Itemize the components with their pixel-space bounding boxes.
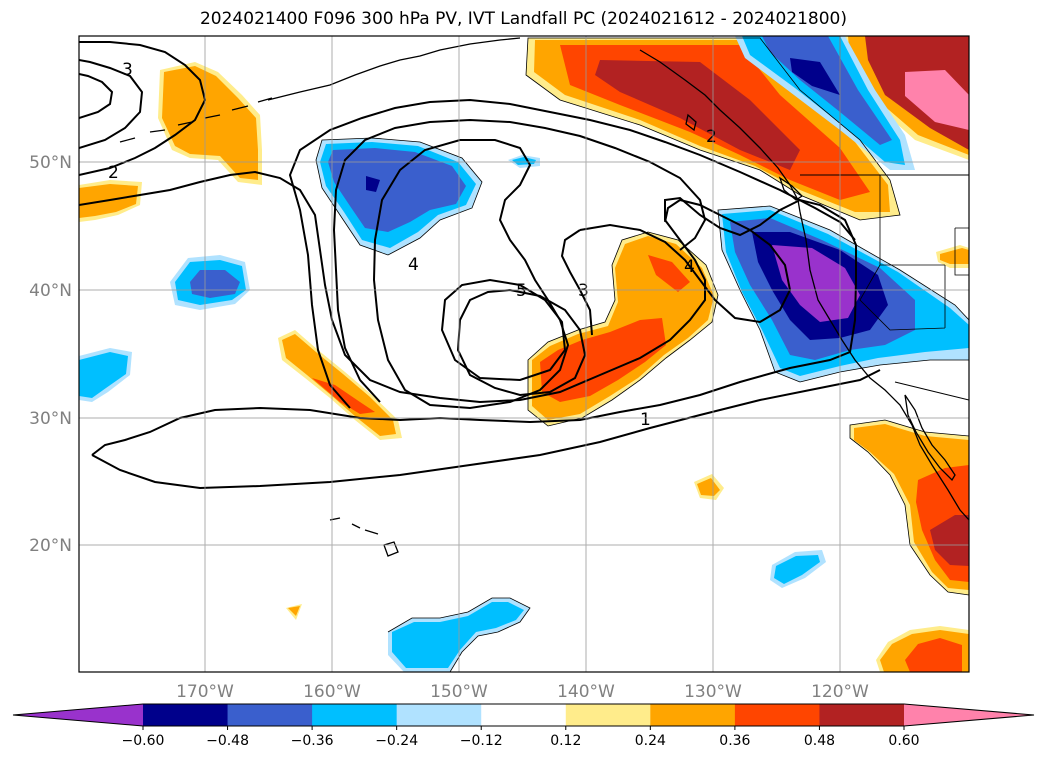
negative-anomaly-small	[79, 352, 128, 398]
anomaly-outline	[717, 205, 969, 383]
aleutian-islands	[119, 97, 273, 143]
contour-label-layer: 3 2 4 5 3 4 2 1	[108, 60, 717, 430]
colorbar-tick-label: 0.36	[719, 733, 750, 749]
colorbar-segment	[819, 704, 905, 726]
contour-label: 4	[684, 257, 695, 277]
negative-anomaly-alaska	[790, 58, 840, 95]
colorbar-extend-high	[904, 704, 1034, 726]
lat-label: 40°N	[29, 281, 72, 301]
positive-anomaly-small	[288, 606, 300, 616]
negative-anomaly-small	[512, 157, 536, 165]
colorbar-segment	[143, 704, 229, 726]
colorbar-segment	[312, 704, 398, 726]
pv-contour-1-south	[91, 369, 881, 490]
positive-anomaly-streak	[312, 378, 375, 414]
negative-anomaly-south	[392, 602, 524, 668]
colorbar-tick-label: −0.36	[291, 733, 334, 749]
colorbar-segment	[481, 704, 567, 726]
lon-label: 130°W	[684, 682, 742, 702]
anomaly-outline	[525, 37, 901, 221]
colorbar: −0.60 −0.48 −0.36 −0.24 −0.12 0.12 0.24 0.36 0.4…	[12, 703, 1035, 749]
colorbar-extend-low	[13, 704, 143, 726]
colorbar-tick-label: −0.60	[122, 733, 165, 749]
contour-label: 3	[578, 281, 589, 301]
pv-contour-3-northwest	[79, 59, 144, 149]
positive-anomaly-central	[648, 255, 690, 292]
negative-anomaly-alaska	[742, 36, 905, 165]
contour-label: 4	[408, 255, 419, 275]
colorbar-tick-label: 0.60	[888, 733, 919, 749]
pv-contour-2	[288, 98, 856, 409]
lat-label: 30°N	[29, 409, 72, 429]
colorbar-segment	[734, 704, 820, 726]
contour-label: 5	[516, 281, 527, 301]
alaska-coastline	[267, 37, 521, 101]
colorbar-tick-label: 0.12	[550, 733, 581, 749]
lon-label: 170°W	[176, 682, 234, 702]
map-area: 3 2 4 5 3 4 2 1	[79, 36, 969, 672]
longitude-labels: 170°W 160°W 150°W 140°W 130°W 120°W	[176, 682, 869, 702]
colorbar-tick-label: −0.48	[206, 733, 249, 749]
negative-anomaly-small	[774, 555, 820, 584]
positive-anomaly-mexico	[930, 515, 969, 566]
colorbar-tick-label: 0.24	[635, 733, 666, 749]
lat-label: 20°N	[29, 536, 72, 556]
map-frame	[78, 35, 970, 673]
colorbar-segment	[565, 704, 651, 726]
positive-anomaly-gulf-alaska	[595, 60, 800, 170]
contour-label: 2	[108, 163, 119, 183]
positive-anomaly-small	[940, 248, 969, 264]
anomaly-outline	[315, 137, 483, 256]
positive-anomaly-small	[697, 478, 720, 496]
map-title: 2024021400 F096 300 hPa PV, IVT Landfall…	[199, 9, 847, 29]
pv-contour-1	[79, 170, 857, 456]
pv-contour-5	[440, 278, 567, 382]
us-west-coastline	[799, 211, 969, 521]
pv-contour-4	[372, 139, 570, 410]
contour-label: 2	[706, 127, 717, 147]
colorbar-tick-label: −0.24	[375, 733, 418, 749]
negative-anomaly-california	[772, 245, 860, 322]
colorbar-tick-label: −0.12	[460, 733, 503, 749]
lon-label: 160°W	[303, 682, 361, 702]
lon-label: 150°W	[430, 682, 488, 702]
pv-contour-4b	[560, 198, 792, 336]
contour-label: 1	[640, 410, 651, 430]
anomaly-outline-layer	[315, 37, 969, 672]
colorbar-segment	[650, 704, 736, 726]
latitude-labels: 50°N 40°N 30°N 20°N	[29, 153, 72, 556]
lon-label: 140°W	[557, 682, 615, 702]
coastline-layer	[119, 36, 969, 557]
lon-label: 120°W	[811, 682, 869, 702]
us-mexico-border	[894, 381, 969, 401]
colorbar-tick-label: 0.48	[804, 733, 835, 749]
positive-anomaly-northeast	[905, 70, 969, 130]
gridline-layer	[79, 36, 969, 672]
bc-coastline	[639, 49, 801, 213]
negative-anomaly-central-pacific	[366, 176, 380, 192]
pv-contour-layer	[79, 41, 881, 490]
negative-anomaly-small	[190, 270, 240, 298]
positive-anomaly-northwest	[162, 66, 258, 180]
negative-anomaly-central-pacific	[328, 148, 466, 232]
hawaiian-islands	[329, 517, 399, 557]
anomaly-outline	[387, 597, 531, 672]
positive-anomaly-southeast	[905, 638, 962, 672]
contour-label: 3	[122, 60, 133, 80]
state-borders	[839, 36, 969, 331]
colorbar-segment	[396, 704, 482, 726]
lat-label: 50°N	[29, 153, 72, 173]
pv-contour-4-northwest	[79, 73, 114, 119]
baja-peninsula	[904, 394, 956, 482]
haida-gwaii	[685, 113, 697, 132]
colorbar-segment	[227, 704, 313, 726]
vancouver-island	[778, 176, 804, 201]
anomaly-outline	[527, 231, 719, 427]
